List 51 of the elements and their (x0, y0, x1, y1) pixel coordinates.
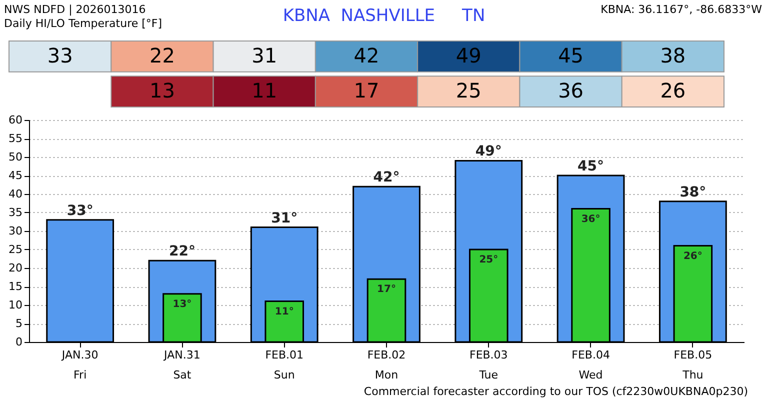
data-label: 22 (149, 43, 175, 68)
data-label: 36 (558, 78, 584, 103)
y-tick-label: 20 (8, 262, 22, 274)
data-label: 38 (660, 43, 686, 68)
data-label: 33 (47, 43, 73, 68)
data-label: 26° (683, 250, 702, 262)
data-label: 45 (558, 43, 584, 68)
data-label: 25° (479, 254, 498, 266)
data-label: 31° (271, 210, 298, 226)
x-tick-label: JAN.31 Sat (163, 348, 200, 382)
y-tick-label: 45 (8, 169, 22, 182)
x-tick-label: FEB.01 Sun (265, 348, 304, 382)
x-tick-label: FEB.03 Tue (469, 348, 508, 382)
y-tick-label: 0 (16, 336, 22, 348)
y-tick-label: 30 (8, 224, 22, 238)
data-label: 11° (274, 306, 294, 318)
data-label: 42° (373, 170, 400, 186)
data-label: 33° (66, 202, 94, 219)
text: Daily HI/LO Temperature [°F] (4, 17, 162, 30)
data-label: 13° (172, 298, 192, 310)
data-label: 26 (660, 78, 686, 103)
text: NWS NDFD | 2026013016 (4, 3, 146, 16)
text: Commercial forecaster according to our TOS (cf2230w0UKBNA0p230) (364, 385, 748, 398)
y-tick-label: 35 (8, 206, 22, 219)
text: KBNA: 36.1167°, -86.6833°W (600, 3, 762, 16)
y-tick-label: 5 (16, 317, 22, 330)
y-tick-label: 15 (8, 280, 22, 293)
data-label: 45° (578, 158, 604, 174)
data-label: 17° (377, 284, 396, 296)
data-label: 31 (252, 43, 278, 68)
data-label: 22° (168, 244, 196, 260)
data-label: 11 (252, 78, 278, 103)
data-label: 38° (680, 184, 706, 200)
y-tick-label: 25 (8, 243, 22, 256)
data-label: 49 (456, 43, 482, 68)
x-tick-label: JAN.30 Fri (60, 348, 98, 382)
y-tick-label: 50 (8, 150, 22, 164)
x-tick-label: FEB.04 Wed (572, 348, 610, 382)
data-label: 42 (354, 43, 380, 68)
x-tick-label: FEB.02 Mon (367, 348, 406, 382)
y-tick-label: 40 (8, 188, 22, 200)
data-label: 25 (456, 78, 482, 103)
x-tick-label: FEB.05 Thu (674, 348, 712, 382)
chart-title: KBNA NASHVILLE TN (282, 6, 486, 26)
y-tick-label: 55 (8, 132, 22, 145)
y-tick-label: 60 (8, 114, 22, 126)
data-label: 13 (149, 78, 175, 103)
data-label: 17 (354, 78, 380, 103)
y-tick-label: 10 (8, 298, 22, 312)
data-label: 36° (581, 214, 600, 225)
data-label: 49° (475, 144, 502, 160)
